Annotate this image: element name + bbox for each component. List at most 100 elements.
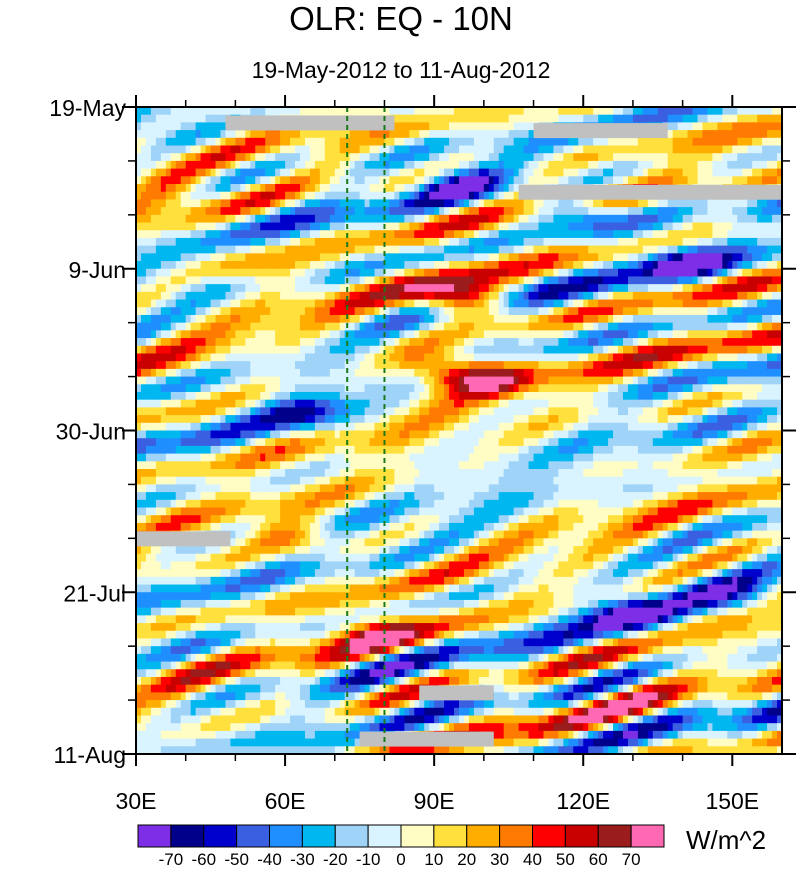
olr-cell	[270, 330, 276, 339]
olr-cell	[737, 168, 743, 177]
olr-cell	[692, 137, 699, 147]
olr-cell	[737, 345, 743, 355]
olr-cell	[295, 399, 301, 408]
olr-cell	[747, 114, 753, 123]
olr-cell	[459, 253, 465, 262]
olr-cell	[583, 376, 589, 385]
olr-cell	[468, 376, 475, 385]
olr-cell	[737, 199, 743, 208]
olr-cell	[290, 153, 296, 162]
olr-cell	[329, 107, 336, 116]
olr-cell	[354, 207, 361, 216]
olr-cell	[250, 253, 256, 262]
olr-cell	[454, 130, 460, 139]
olr-cell	[374, 261, 381, 270]
olr-cell	[563, 276, 569, 285]
olr-cell	[145, 345, 152, 355]
olr-cell	[245, 245, 251, 254]
olr-cell	[647, 391, 654, 401]
olr-cell	[583, 214, 589, 224]
olr-cell	[270, 168, 276, 177]
olr-cell	[677, 368, 684, 378]
olr-cell	[185, 114, 192, 123]
olr-cell	[717, 176, 723, 185]
olr-cell	[309, 184, 316, 193]
olr-cell	[548, 214, 555, 224]
olr-cell	[324, 199, 331, 208]
olr-cell	[404, 199, 410, 208]
olr-cell	[429, 230, 435, 239]
olr-cell	[568, 114, 574, 123]
olr-cell	[185, 122, 192, 131]
olr-cell	[205, 237, 212, 247]
olr-cell	[414, 322, 420, 331]
olr-cell	[165, 114, 172, 123]
olr-cell	[364, 245, 371, 254]
olr-cell	[578, 222, 584, 231]
olr-cell	[603, 299, 609, 308]
olr-cell	[190, 160, 197, 170]
olr-cell	[488, 245, 495, 254]
olr-cell	[767, 214, 773, 224]
olr-cell	[468, 176, 475, 185]
olr-cell	[260, 353, 266, 362]
olr-cell	[632, 222, 639, 231]
olr-cell	[548, 207, 555, 216]
olr-cell	[195, 168, 202, 177]
olr-cell	[225, 176, 232, 185]
olr-cell	[210, 160, 217, 170]
olr-cell	[588, 145, 594, 154]
olr-cell	[384, 399, 391, 408]
olr-cell	[742, 338, 748, 347]
olr-cell	[359, 191, 366, 201]
olr-cell	[354, 314, 361, 324]
olr-cell	[697, 176, 704, 185]
olr-cell	[275, 338, 281, 347]
olr-cell	[712, 384, 718, 393]
olr-cell	[344, 191, 351, 201]
olr-cell	[459, 291, 465, 301]
olr-cell	[593, 230, 599, 239]
olr-cell	[414, 230, 420, 239]
olr-cell	[314, 276, 321, 285]
olr-cell	[454, 384, 460, 393]
olr-cell	[409, 314, 415, 324]
olr-cell	[498, 322, 505, 331]
olr-cell	[588, 137, 594, 147]
olr-cell	[702, 384, 709, 393]
olr-cell	[682, 145, 689, 154]
olr-cell	[568, 268, 574, 278]
olr-cell	[583, 230, 589, 239]
olr-cell	[513, 107, 520, 116]
olr-cell	[180, 160, 187, 170]
olr-cell	[518, 291, 525, 301]
olr-cell	[275, 368, 281, 378]
olr-cell	[459, 160, 465, 170]
olr-cell	[662, 345, 669, 355]
olr-cell	[334, 399, 341, 408]
olr-cell	[220, 130, 227, 139]
olr-cell	[667, 268, 674, 278]
olr-cell	[722, 230, 728, 239]
olr-cell	[349, 276, 356, 285]
olr-cell	[359, 353, 366, 362]
olr-cell	[767, 199, 773, 208]
olr-cell	[205, 199, 212, 208]
olr-cell	[389, 230, 395, 239]
olr-cell	[588, 261, 594, 270]
olr-cell	[752, 222, 758, 231]
olr-cell	[483, 214, 490, 224]
olr-cell	[419, 338, 425, 347]
olr-cell	[434, 384, 440, 393]
olr-cell	[742, 153, 748, 162]
olr-cell	[518, 122, 525, 131]
olr-cell	[702, 368, 709, 378]
olr-cell	[513, 253, 520, 262]
olr-cell	[290, 191, 296, 201]
olr-cell	[389, 168, 395, 177]
olr-cell	[613, 307, 619, 316]
olr-cell	[429, 222, 435, 231]
olr-cell	[642, 345, 649, 355]
olr-cell	[513, 353, 520, 362]
olr-cell	[777, 245, 782, 254]
